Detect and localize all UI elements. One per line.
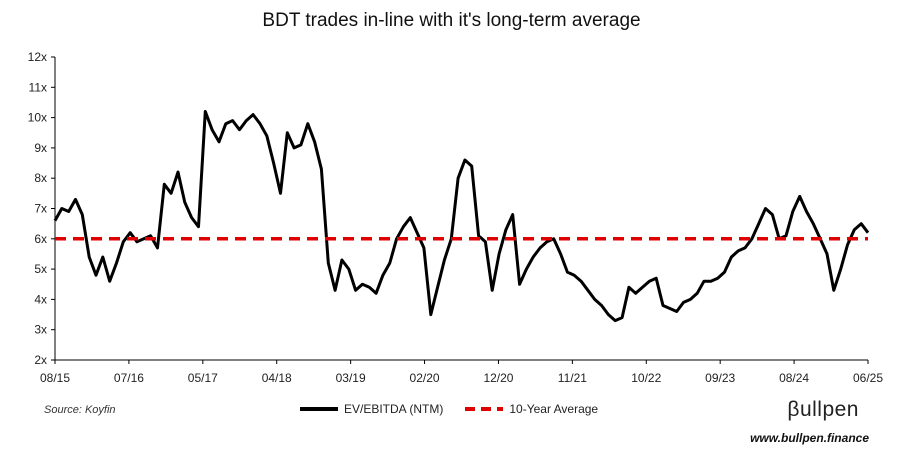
legend-item-ev-ebitda: EV/EBITDA (NTM) — [300, 402, 443, 416]
x-tick-label: 02/20 — [410, 371, 440, 385]
legend-swatch-solid — [300, 407, 338, 411]
plot-area — [53, 110, 870, 323]
x-tick-label: 03/19 — [336, 371, 366, 385]
series-ev-ebitda-line — [53, 110, 870, 323]
x-tick-label: 11/21 — [558, 371, 587, 385]
y-tick-label: 4x — [34, 292, 47, 306]
y-tick-label: 10x — [28, 111, 47, 125]
legend-item-average: 10-Year Average — [465, 402, 598, 416]
legend: EV/EBITDA (NTM) 10-Year Average — [300, 402, 620, 416]
axes — [54, 57, 868, 361]
y-tick-label: 8x — [34, 171, 47, 185]
source-note: Source: Koyfin — [44, 404, 116, 416]
legend-label-average: 10-Year Average — [509, 402, 599, 416]
x-tick-label: 12/20 — [483, 371, 513, 385]
y-tick-label: 6x — [34, 232, 47, 246]
website-url[interactable]: www.bullpen.finance — [750, 431, 869, 445]
brand-logo: βullpen — [787, 398, 859, 421]
y-axis-ticks: 2x 3x 4x 5x 6x 7x 8x 9x 10x 11x 12x — [28, 50, 55, 367]
y-tick-label: 3x — [34, 323, 47, 337]
x-tick-label: 08/24 — [779, 371, 809, 385]
y-tick-label: 2x — [34, 353, 47, 367]
x-tick-label: 07/16 — [114, 371, 144, 385]
y-tick-label: 7x — [34, 202, 47, 216]
y-tick-label: 12x — [28, 50, 47, 64]
legend-swatch-dashed — [465, 407, 504, 411]
chart-title: BDT trades in-line with it's long-term a… — [262, 10, 641, 31]
y-tick-label: 5x — [34, 262, 47, 276]
y-tick-label: 9x — [34, 141, 47, 155]
x-tick-label: 08/15 — [40, 371, 70, 385]
x-tick-label: 09/23 — [705, 371, 735, 385]
x-tick-label: 05/17 — [188, 371, 218, 385]
x-tick-label: 04/18 — [262, 371, 292, 385]
x-tick-label: 10/22 — [631, 371, 661, 385]
x-tick-label: 06/25 — [853, 371, 883, 385]
legend-label-ev-ebitda: EV/EBITDA (NTM) — [344, 402, 444, 416]
y-tick-label: 11x — [29, 80, 47, 94]
x-axis-ticks: 08/15 07/16 05/17 04/18 03/19 02/20 12/20 11/21… — [40, 360, 883, 385]
